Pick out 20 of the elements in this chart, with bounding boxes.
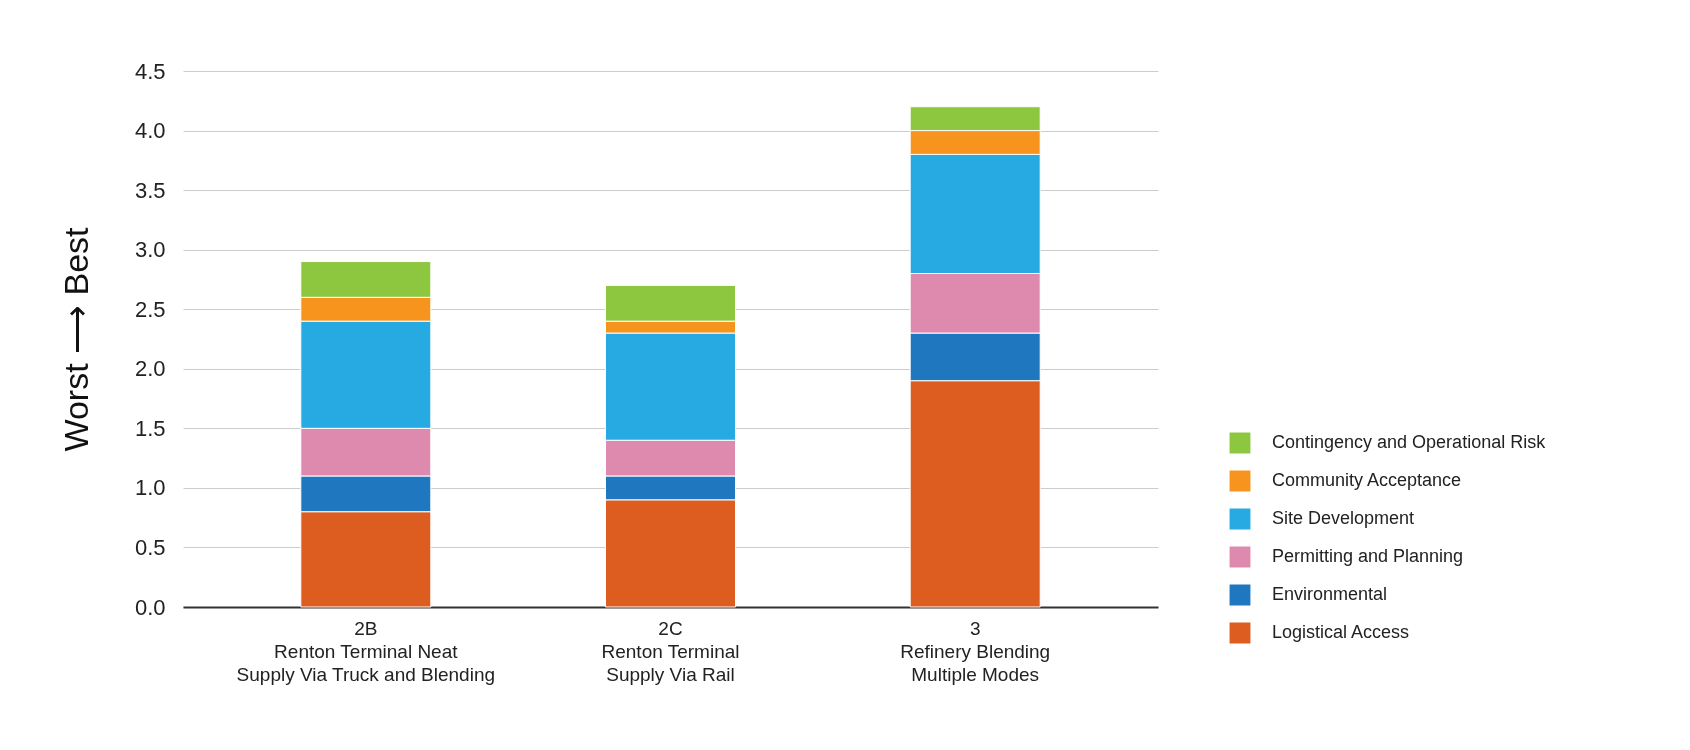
- y-tick-label: 2.0: [134, 356, 166, 382]
- legend-label: Site Development: [1272, 508, 1415, 528]
- x-tick-label: 3 Refinery Blending Multiple Modes: [900, 617, 1051, 685]
- legend-label: Contingency and Operational Risk: [1272, 432, 1547, 452]
- y-tick-label: 3.5: [134, 177, 166, 203]
- y-tick-label: 0.5: [134, 534, 166, 560]
- x-tick-label: 2B Renton Terminal Neat Supply Via Truck and Blending: [236, 617, 496, 685]
- y-tick-label: 4.0: [134, 118, 166, 144]
- y-tick-label: 1.0: [134, 475, 166, 501]
- y-tick-label: 1.5: [134, 415, 166, 441]
- y-tick-label: 3.0: [134, 237, 166, 263]
- y-axis-title: Worst ⟶ Best: [56, 226, 95, 452]
- y-tick-label: 4.5: [134, 58, 166, 84]
- legend-label: Permitting and Planning: [1272, 546, 1464, 566]
- y-tick-label: 2.5: [134, 296, 166, 322]
- legend-label: Logistical Access: [1272, 622, 1410, 642]
- legend-label: Environmental: [1272, 584, 1388, 604]
- legend-label: Community Acceptance: [1272, 470, 1462, 490]
- x-tick-label: 2C Renton Terminal Supply Via Rail: [601, 617, 740, 685]
- y-tick-label: 0.0: [134, 594, 166, 620]
